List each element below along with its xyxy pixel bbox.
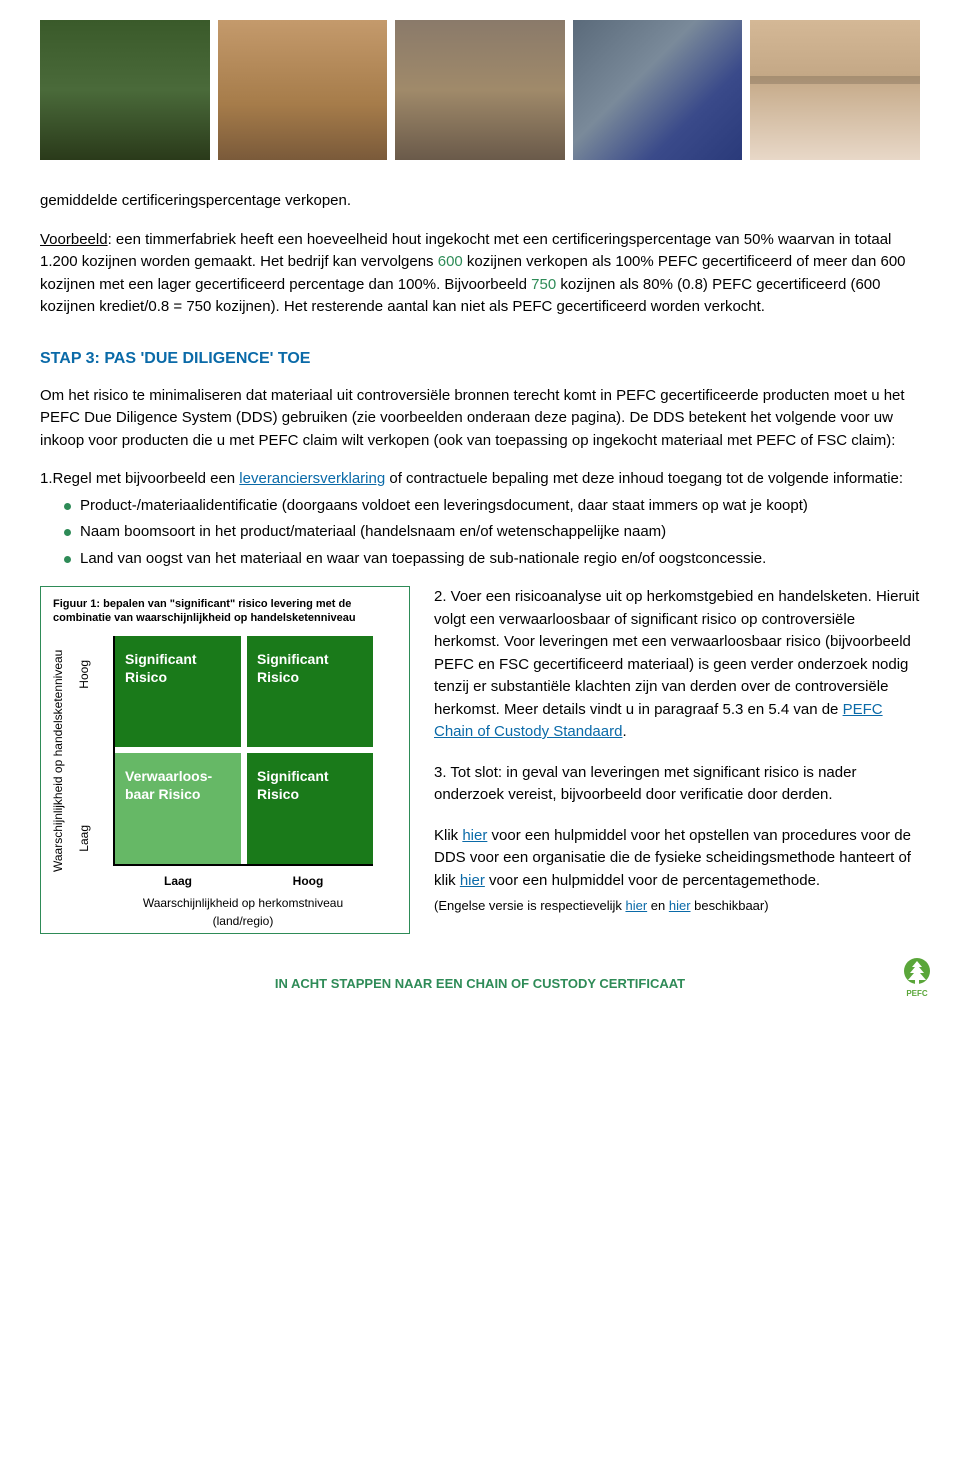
- figure-caption: Figuur 1: bepalen van "significant" risi…: [53, 597, 397, 626]
- dds-tool-paragraph: Klik hier voor een hulpmiddel voor het o…: [434, 825, 920, 893]
- y-tick-high: Hoog: [75, 660, 93, 689]
- english-version-note: (Engelse versie is respectievelijk hier …: [434, 896, 920, 916]
- step3-item3: 3. Tot slot: in geval van leveringen met…: [434, 762, 920, 807]
- dds-tool-percentage-link[interactable]: hier: [460, 872, 485, 889]
- x-axis-label: Waarschijnlijkheid op herkomstniveau (la…: [113, 894, 373, 930]
- bullet-1: Product-/materiaalidentificatie (doorgaa…: [64, 495, 920, 518]
- header-thumb-saw: [395, 20, 565, 160]
- footer-text: IN ACHT STAPPEN NAAR EEN CHAIN OF CUSTOD…: [40, 974, 920, 994]
- header-thumb-worker: [573, 20, 743, 160]
- step3-item1: 1.Regel met bijvoorbeeld een leverancier…: [40, 468, 920, 491]
- header-thumb-forest: [40, 20, 210, 160]
- header-thumb-wood: [218, 20, 388, 160]
- y-axis-label: Waarschijnlijkheid op handelsketenniveau: [49, 646, 69, 876]
- intro-line-1: gemiddelde certificeringspercentage verk…: [40, 190, 920, 213]
- svg-text:PEFC: PEFC: [906, 989, 928, 998]
- step3-intro: Om het risico te minimaliseren dat mater…: [40, 385, 920, 453]
- supplier-declaration-link[interactable]: leveranciersverklaring: [239, 470, 385, 487]
- quadrant-bottom-left: Verwaarloos- baar Risico: [115, 753, 241, 864]
- item1-suffix: of contractuele bepaling met deze inhoud…: [385, 470, 903, 487]
- dds-tool-physical-link[interactable]: hier: [462, 827, 487, 844]
- example-750: 750: [531, 276, 556, 293]
- step3-heading: STAP 3: PAS 'DUE DILIGENCE' TOE: [40, 347, 920, 371]
- quadrant-top-right: Significant Risico: [247, 636, 373, 747]
- english-link-1[interactable]: hier: [625, 898, 647, 913]
- page-footer: IN ACHT STAPPEN NAAR EEN CHAIN OF CUSTOD…: [40, 974, 920, 994]
- x-tick-high: Hoog: [243, 872, 373, 890]
- x-tick-low: Laag: [113, 872, 243, 890]
- english-link-2[interactable]: hier: [669, 898, 691, 913]
- example-label: Voorbeeld: [40, 231, 108, 248]
- step3-item2: 2. Voer een risicoanalyse uit op herkoms…: [434, 586, 920, 744]
- intro-example: Voorbeeld: een timmerfabriek heeft een h…: [40, 229, 920, 319]
- y-tick-low: Laag: [75, 825, 93, 852]
- quadrant-top-left: Significant Risico: [115, 636, 241, 747]
- info-bullets: Product-/materiaalidentificatie (doorgaa…: [40, 495, 920, 571]
- risk-quadrant-chart: Waarschijnlijkheid op handelsketenniveau…: [53, 636, 393, 916]
- bullet-3: Land van oogst van het materiaal en waar…: [64, 548, 920, 571]
- pefc-logo-icon: PEFC: [894, 953, 940, 999]
- figure-1-box: Figuur 1: bepalen van "significant" risi…: [40, 586, 410, 934]
- bullet-2: Naam boomsoort in het product/materiaal …: [64, 521, 920, 544]
- quadrant-bottom-right: Significant Risico: [247, 753, 373, 864]
- header-thumb-pallet: [750, 20, 920, 160]
- example-600: 600: [438, 253, 463, 270]
- header-image-strip: [40, 20, 920, 160]
- item1-prefix: 1.Regel met bijvoorbeeld een: [40, 470, 239, 487]
